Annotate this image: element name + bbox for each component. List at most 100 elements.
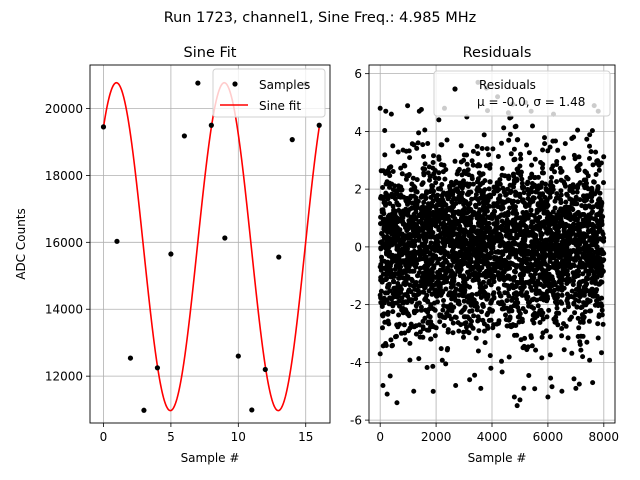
residual-point (509, 308, 515, 314)
residual-point (380, 208, 386, 214)
residual-point (423, 196, 429, 202)
sample-point (154, 365, 161, 371)
residual-point (514, 279, 520, 285)
residual-point (417, 329, 423, 335)
residual-point (502, 260, 508, 266)
residual-point (391, 294, 397, 300)
residual-point (595, 204, 601, 210)
residual-point (430, 265, 436, 271)
residual-point (512, 207, 518, 213)
residual-point (575, 209, 581, 215)
residual-point (581, 285, 587, 291)
residual-point (567, 204, 572, 210)
residual-point (476, 229, 482, 234)
residual-point (476, 237, 482, 243)
residuals-x-tick-label: 8000 (589, 430, 620, 444)
residual-point (576, 268, 582, 274)
residual-point (491, 279, 497, 285)
residual-point (527, 175, 533, 181)
residual-point (532, 271, 538, 277)
residual-point (390, 143, 396, 149)
residual-point (439, 142, 445, 148)
residual-point (414, 177, 420, 183)
residual-point (518, 169, 524, 175)
residual-point (565, 250, 570, 256)
residual-point (592, 279, 598, 285)
residual-point (424, 365, 430, 370)
residual-point (395, 324, 401, 330)
residual-point (386, 321, 392, 327)
residual-point (477, 163, 483, 169)
residual-point (546, 213, 552, 218)
residual-point (486, 229, 492, 235)
residual-point (558, 192, 564, 198)
residual-point (475, 274, 480, 280)
residual-point (495, 200, 501, 206)
sine-fit-x-tick-label: 5 (167, 430, 175, 444)
residual-point (416, 283, 422, 289)
residual-point (458, 259, 464, 265)
residual-point (597, 196, 602, 202)
residual-point (445, 346, 451, 351)
residual-point (575, 224, 581, 230)
residual-point (451, 188, 457, 194)
residual-point (420, 166, 426, 172)
residual-point (403, 198, 409, 204)
residuals-x-axis-label: Sample # (468, 451, 527, 465)
residual-point (408, 261, 414, 267)
residual-point (477, 196, 483, 201)
residual-point (426, 313, 432, 319)
residual-point (509, 282, 515, 288)
residual-point (515, 248, 521, 254)
residuals-x-tick-label: 2000 (421, 430, 452, 444)
residual-point (408, 225, 414, 230)
residual-outlier-point (559, 388, 565, 394)
residual-point (554, 191, 560, 197)
residual-point (562, 307, 568, 313)
residual-point (406, 148, 412, 154)
residual-point (480, 317, 486, 323)
residual-point (551, 215, 557, 221)
residual-point (426, 164, 432, 170)
residual-point (424, 292, 430, 298)
residual-point (547, 144, 553, 150)
residual-point (383, 290, 388, 296)
residual-point (532, 386, 538, 392)
residual-point (481, 328, 487, 334)
residual-point (473, 300, 479, 306)
residual-point (476, 233, 482, 239)
residual-point (595, 296, 601, 301)
residual-point (464, 210, 470, 216)
residual-point (531, 242, 537, 248)
residual-point (520, 240, 525, 246)
residual-point (529, 189, 535, 195)
residual-point (599, 303, 605, 309)
residual-point (422, 244, 428, 250)
residual-point (387, 201, 393, 206)
residual-point (512, 157, 518, 162)
residual-point (588, 211, 594, 216)
residual-point (553, 138, 558, 144)
residual-point (526, 267, 532, 273)
residual-point (595, 220, 601, 226)
residual-point (538, 236, 544, 242)
residual-point (588, 149, 594, 155)
residual-point (524, 290, 530, 296)
residual-point (542, 135, 547, 141)
residual-point (507, 205, 513, 211)
residuals-y-tick-label: -4 (350, 356, 362, 370)
residual-point (518, 290, 524, 295)
residual-point (521, 385, 527, 391)
residual-point (513, 190, 519, 196)
residual-point (475, 188, 481, 194)
residual-point (482, 178, 488, 184)
residual-point (539, 312, 545, 318)
residual-point (461, 314, 467, 320)
residual-point (485, 268, 490, 274)
residual-point (475, 348, 481, 354)
residual-point (561, 321, 566, 327)
residual-point (505, 232, 511, 238)
residual-point (442, 176, 448, 182)
residual-point (416, 256, 422, 262)
residual-point (382, 152, 388, 158)
